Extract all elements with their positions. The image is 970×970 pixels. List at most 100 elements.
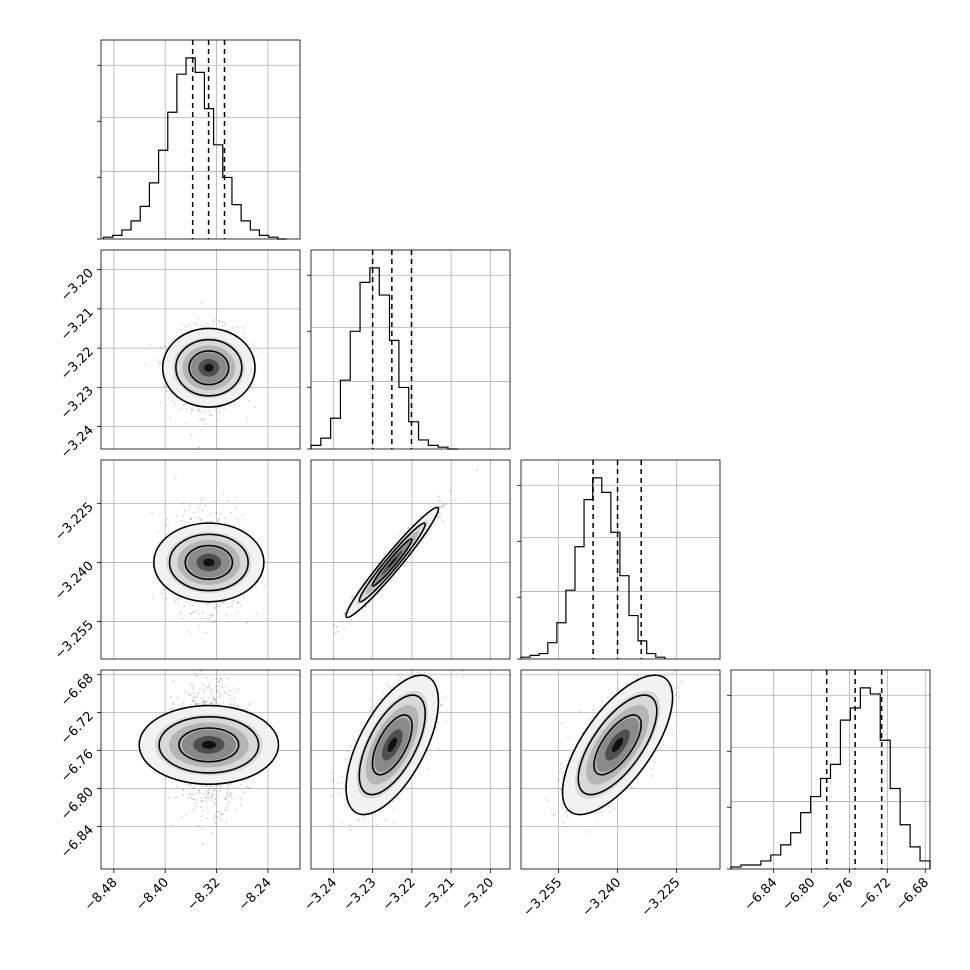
scatter-point [226, 809, 228, 811]
scatter-point [212, 699, 215, 701]
scatter-point [202, 792, 205, 795]
scatter-point [380, 698, 383, 700]
scatter-point [231, 602, 234, 605]
scatter-point [190, 518, 193, 520]
contour-line [345, 506, 440, 619]
scatter-point [199, 688, 201, 690]
scatter-point [214, 813, 217, 816]
scatter-point [227, 788, 230, 791]
scatter-point [206, 807, 209, 809]
scatter-point [197, 507, 200, 510]
scatter-point [192, 798, 195, 801]
density-level [204, 363, 214, 372]
scatter-point [200, 518, 203, 521]
panel-pair-1-2 [310, 459, 511, 660]
scatter-point [239, 804, 242, 807]
scatter-point [202, 699, 205, 702]
scatter-point [219, 677, 222, 680]
scatter-point [385, 683, 388, 686]
scatter-point [255, 612, 258, 615]
scatter-point [236, 705, 239, 708]
scatter-point [170, 392, 173, 394]
scatter-point [196, 323, 198, 326]
scatter-point [438, 516, 441, 519]
scatter-point [437, 495, 440, 498]
scatter-point [210, 692, 213, 695]
panel-pair-0-1 [100, 249, 301, 450]
scatter-point [239, 604, 242, 607]
scatter-point [174, 477, 177, 480]
scatter-point [223, 690, 226, 693]
scatter-point [207, 684, 210, 687]
scatter-point [210, 702, 213, 705]
scatter-point [210, 799, 213, 802]
scatter-point [442, 504, 445, 507]
scatter-point [230, 605, 233, 608]
scatter-point [182, 788, 185, 791]
scatter-point [181, 322, 183, 325]
scatter-point [165, 776, 167, 779]
scatter-point [204, 796, 207, 799]
scatter-point [204, 631, 207, 634]
scatter-point [461, 670, 464, 672]
scatter-point [220, 679, 223, 682]
contour-line [188, 350, 230, 386]
scatter-point [172, 702, 174, 704]
scatter-point [203, 702, 205, 705]
scatter-point [403, 564, 406, 567]
scatter-point [206, 617, 209, 620]
scatter-point [227, 785, 230, 787]
scatter-point [160, 593, 163, 595]
scatter-point [445, 695, 448, 697]
scatter-point [188, 694, 191, 697]
scatter-point [209, 689, 212, 692]
histogram-step-0 [102, 57, 287, 240]
scatter-point [180, 611, 183, 613]
scatter-point [209, 414, 211, 417]
scatter-point [169, 417, 172, 419]
scatter-point [178, 597, 181, 600]
scatter-point [213, 790, 215, 792]
scatter-point [199, 670, 202, 672]
scatter-point [183, 404, 186, 407]
scatter-point [209, 681, 212, 684]
scatter-point [193, 798, 195, 800]
panel-pair-0-3 [100, 669, 301, 870]
scatter-point [199, 702, 201, 705]
scatter-point [211, 688, 214, 691]
scatter-point [194, 700, 197, 702]
scatter-point [229, 690, 232, 692]
scatter-point [437, 500, 440, 502]
panel-hist-2 [517, 459, 721, 660]
scatter-point [361, 609, 364, 611]
contour-line [371, 538, 413, 587]
scatter-point [175, 796, 177, 799]
scatter-point [174, 600, 176, 603]
scatter-point [208, 788, 210, 791]
scatter-point [210, 616, 212, 619]
scatter-point [334, 632, 337, 634]
scatter-point [349, 829, 352, 831]
scatter-point [207, 791, 210, 793]
scatter-point [331, 779, 334, 781]
scatter-point [192, 700, 195, 702]
scatter-point [189, 508, 192, 511]
scatter-point [189, 517, 192, 520]
scatter-point [212, 614, 214, 617]
scatter-point [235, 518, 238, 521]
panel-bg [311, 460, 510, 659]
scatter-point [200, 797, 203, 799]
scatter-point [222, 324, 224, 327]
scatter-point [226, 677, 229, 680]
scatter-point [221, 686, 224, 688]
scatter-point [200, 302, 203, 304]
scatter-point [188, 693, 190, 695]
scatter-point [152, 597, 154, 599]
scatter-point [193, 695, 195, 698]
scatter-point [182, 789, 185, 792]
scatter-point [207, 617, 210, 620]
scatter-point [234, 524, 237, 527]
scatter-point [219, 677, 222, 680]
scatter-point [214, 787, 216, 790]
scatter-point [226, 328, 229, 331]
